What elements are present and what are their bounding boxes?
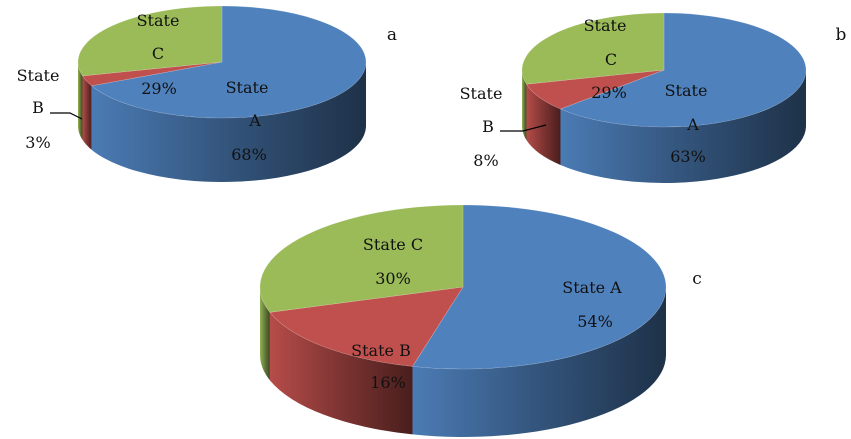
pie-side-state-b xyxy=(269,312,413,435)
pie-slice-state-c xyxy=(521,12,665,85)
pie-slice-state-c xyxy=(77,5,223,77)
pie-side-state-b xyxy=(526,84,561,166)
data-label-state-c: C xyxy=(605,50,617,69)
data-label-state-a: State xyxy=(665,81,708,100)
pie-side-state-c xyxy=(260,287,270,381)
data-label-state-b: State B xyxy=(351,341,411,360)
pie-chart-b xyxy=(521,12,807,183)
data-label-state-c: 30% xyxy=(375,269,411,288)
panel-label-a: a xyxy=(387,25,397,45)
pie-slice-state-b xyxy=(81,61,223,87)
pie-side-state-b xyxy=(82,75,92,150)
data-label-state-a: 68% xyxy=(231,145,267,164)
pie-slice-state-a xyxy=(559,12,807,128)
data-label-state-a: A xyxy=(248,111,261,130)
leader-line-state-b xyxy=(50,112,83,120)
pie-slice-state-a xyxy=(91,5,367,119)
pie-side-state-a xyxy=(412,287,666,437)
data-label-state-b: 16% xyxy=(370,373,406,392)
data-label-state-b: B xyxy=(32,98,44,117)
data-label-state-c: C xyxy=(152,44,164,63)
data-label-state-c: 29% xyxy=(141,79,177,98)
pie-slice-state-b xyxy=(269,286,464,367)
data-label-state-b: 3% xyxy=(25,133,50,152)
data-label-state-b: 8% xyxy=(473,151,498,170)
data-label-state-c: State C xyxy=(363,235,423,254)
data-label-state-a: A xyxy=(686,115,699,134)
data-label-state-a: 63% xyxy=(670,147,706,166)
panel-label-c: c xyxy=(692,269,702,289)
pie-side-state-c xyxy=(522,70,527,141)
pie-slice-state-c xyxy=(259,204,464,313)
pie-chart-c xyxy=(259,204,667,437)
data-label-state-a: State A xyxy=(562,278,622,297)
pie-chart-a xyxy=(77,5,367,182)
data-label-state-c: 29% xyxy=(591,83,627,102)
pie-side-state-a xyxy=(560,70,806,183)
data-label-state-a: State xyxy=(226,78,269,97)
pie-side-state-c xyxy=(78,62,83,140)
leader-line-state-b xyxy=(500,124,547,132)
data-label-state-c: State xyxy=(584,16,627,35)
panel-label-b: b xyxy=(836,25,847,45)
data-label-state-b: B xyxy=(482,117,494,136)
pie-slice-state-b xyxy=(525,69,665,110)
data-label-state-a: 54% xyxy=(577,312,613,331)
data-label-state-b: State xyxy=(460,84,503,103)
data-label-state-b: State xyxy=(17,66,60,85)
data-label-state-c: State xyxy=(137,11,180,30)
pie-side-state-a xyxy=(91,62,367,182)
pie-slice-state-a xyxy=(412,204,667,370)
